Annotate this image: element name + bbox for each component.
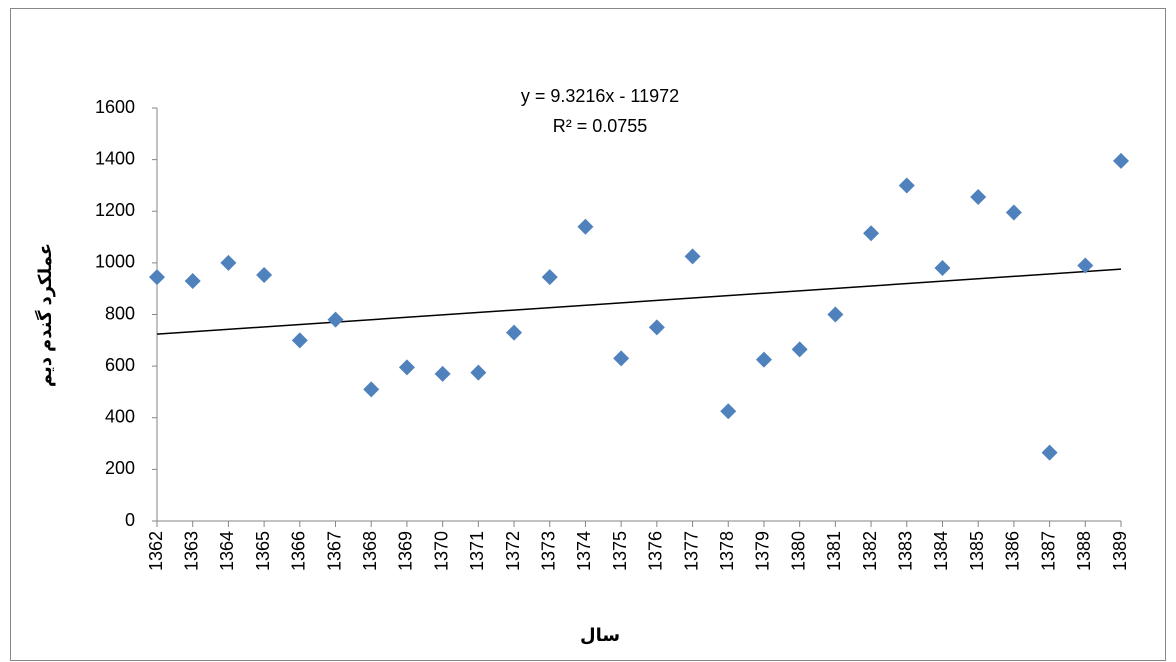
x-tick-label: 1386	[1003, 531, 1023, 571]
x-tick-label: 1385	[967, 531, 987, 571]
trendline-equation: y = 9.3216x - 11972	[521, 86, 679, 106]
data-point	[291, 332, 308, 349]
data-point	[506, 324, 523, 341]
x-tick-label: 1376	[646, 531, 666, 571]
data-point	[970, 189, 987, 206]
data-point	[220, 254, 237, 271]
y-tick-label: 1000	[95, 252, 135, 272]
x-tick-label: 1375	[610, 531, 630, 571]
x-tick-label: 1364	[217, 531, 237, 571]
data-point	[1077, 257, 1094, 274]
y-tick-label: 400	[105, 407, 135, 427]
data-point	[363, 381, 380, 398]
x-tick-label: 1381	[824, 531, 844, 571]
y-tick-label: 0	[125, 510, 135, 530]
data-point	[256, 267, 273, 284]
data-point	[934, 260, 951, 277]
data-point	[720, 403, 737, 420]
y-tick-label: 200	[105, 458, 135, 478]
x-tick-label: 1367	[324, 531, 344, 571]
x-tick-label: 1374	[574, 531, 594, 571]
x-tick-label: 1372	[503, 531, 523, 571]
x-tick-label: 1363	[181, 531, 201, 571]
x-tick-label: 1378	[717, 531, 737, 571]
x-tick-label: 1379	[753, 531, 773, 571]
x-tick-label: 1384	[931, 531, 951, 571]
x-tick-label: 1368	[360, 531, 380, 571]
x-tick-label: 1377	[681, 531, 701, 571]
trendline-r-squared: R² = 0.0755	[553, 116, 648, 136]
y-tick-label: 1400	[95, 148, 135, 168]
data-point	[791, 341, 808, 358]
x-tick-label: 1387	[1038, 531, 1058, 571]
y-axis-label: عملکرد گندم دیم	[34, 243, 56, 387]
x-axis-label: سال	[580, 625, 620, 645]
data-point	[1005, 204, 1022, 221]
x-tick-label: 1369	[396, 531, 416, 571]
data-point	[613, 350, 630, 367]
data-point	[684, 248, 701, 265]
x-tick-label: 1389	[1110, 531, 1130, 571]
y-tick-label: 1600	[95, 97, 135, 117]
x-tick-label: 1382	[860, 531, 880, 571]
data-point	[1113, 152, 1129, 169]
x-tick-label: 1366	[289, 531, 309, 571]
y-tick-label: 600	[105, 355, 135, 375]
data-point	[898, 177, 915, 194]
x-tick-label: 1370	[431, 531, 451, 571]
data-point	[827, 306, 844, 323]
trendline	[156, 268, 1122, 335]
data-point	[184, 272, 201, 289]
y-tick-label: 1200	[95, 200, 135, 220]
x-tick-label: 1365	[253, 531, 273, 571]
x-tick-label: 1388	[1074, 531, 1094, 571]
y-tick-label: 800	[105, 303, 135, 323]
x-tick-label: 1380	[788, 531, 808, 571]
data-point	[577, 218, 594, 235]
data-point	[541, 269, 558, 286]
data-point	[755, 351, 772, 368]
x-tick-label: 1371	[467, 531, 487, 571]
x-tick-label: 1362	[146, 531, 166, 571]
data-point	[434, 365, 451, 382]
data-point	[1041, 444, 1058, 461]
data-point	[648, 319, 665, 336]
data-point	[149, 269, 165, 286]
data-point	[327, 311, 344, 328]
data-point	[470, 364, 487, 381]
x-tick-label: 1383	[896, 531, 916, 571]
chart-border	[10, 8, 1166, 661]
data-point	[863, 225, 880, 242]
x-tick-label: 1373	[538, 531, 558, 571]
data-point	[398, 359, 415, 376]
